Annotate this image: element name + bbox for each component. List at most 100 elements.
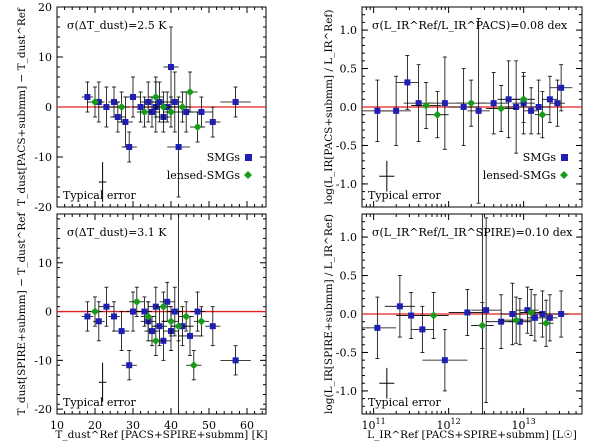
smg-point <box>198 109 205 115</box>
lensed-smg-point <box>132 297 141 306</box>
lensed-smg-point <box>91 98 99 106</box>
smg-point <box>168 64 174 70</box>
panel-bl: -20 -10 0 10 10 20 30 40 50 60 Typical error σ(ΔT_d… <box>16 212 268 441</box>
lensed-smg-point <box>91 307 99 316</box>
smg-point <box>130 308 136 315</box>
x-tick-label: 60 <box>240 419 254 432</box>
smg-point <box>183 109 190 115</box>
lensed-smg-point <box>186 88 194 96</box>
x-tick-label: 20 <box>88 419 102 432</box>
sigma-annotation: σ(ΔT_dust)=2.5 K <box>67 19 167 32</box>
smg-point <box>145 99 152 105</box>
y-tick-label: -20 <box>34 403 52 416</box>
lensed-smg-point <box>140 108 149 116</box>
smg-point <box>441 100 448 107</box>
lensed-smg-point <box>144 312 153 321</box>
lensed-smg-point <box>167 317 175 326</box>
x-tick-label: 10 <box>50 419 64 432</box>
smg-point <box>558 84 565 91</box>
lensed-smg-point <box>167 108 175 116</box>
lensed-smg-point <box>197 317 206 326</box>
smg-point <box>374 324 381 331</box>
lensed-smg-point <box>429 311 438 320</box>
smg-point <box>408 312 415 319</box>
typical-error-label: Typical error <box>63 396 136 409</box>
legend-lensed-label: lensed-SMGs <box>483 169 557 182</box>
legend-lensed-label: lensed-SMGs <box>167 169 241 182</box>
smg-point <box>149 328 155 335</box>
smg-point <box>130 94 136 100</box>
y-axis-label: log(L_IR[PACS+submm] / L_IR^Ref) <box>323 10 335 205</box>
y-tick-label: 10 <box>38 257 52 270</box>
sigma-annotation: σ(L_IR^Ref/L_IR^PACS)=0.08 dex <box>372 19 568 32</box>
panel-tr: -1.0 -0.5 0.0 0.5 1.0 Typical error σ(L_IR^Ref… <box>323 6 583 208</box>
legend-smg-marker <box>245 154 252 161</box>
smg-point <box>513 104 520 110</box>
smg-point <box>475 107 482 114</box>
smg-point <box>393 107 400 114</box>
typical-error-label: Typical error <box>368 189 441 202</box>
y-tick-label: 1.0 <box>340 231 358 244</box>
lensed-smg-point <box>519 95 528 104</box>
lensed-smg-point <box>189 361 198 370</box>
lensed-smg-point <box>497 104 506 113</box>
smg-point <box>505 96 512 103</box>
y-axis-label: T_dust[SPIRE+submm] − T_dust^Ref <box>16 212 28 416</box>
lensed-smg-point <box>182 312 191 321</box>
smg-point <box>209 323 216 330</box>
legend-lensed-marker <box>244 171 252 179</box>
smg-point <box>554 100 561 107</box>
smg-point <box>126 362 133 369</box>
typical-error-label: Typical error <box>368 396 441 409</box>
legend-smgs-label: SMGs <box>207 151 241 164</box>
legend-smg-marker <box>561 154 568 161</box>
lensed-smg-point <box>542 319 551 328</box>
x-tick-label: 50 <box>202 419 216 432</box>
smg-point <box>103 303 110 310</box>
y-tick-label: -1.0 <box>336 178 357 191</box>
lensed-smg-point <box>151 93 160 101</box>
y-tick-label: -0.5 <box>336 139 357 152</box>
y-tick-label: -20 <box>34 201 52 214</box>
smg-point <box>531 314 538 321</box>
y-tick-label: 0.5 <box>340 270 358 283</box>
smg-point <box>84 313 91 320</box>
lensed-smg-point <box>422 101 431 110</box>
smg-point <box>111 313 117 320</box>
smg-point <box>137 104 144 110</box>
smg-point <box>546 96 553 103</box>
x-tick-label: 40 <box>164 419 178 432</box>
smg-point <box>103 104 110 110</box>
lensed-smg-point <box>512 316 521 325</box>
x-axis-label: T_dust^Ref [PACS+SPIRE+submm] [K] <box>55 429 267 441</box>
y-tick-label: 0.0 <box>340 101 358 114</box>
y-tick-label: 0.0 <box>340 308 358 321</box>
lensed-smg-point <box>193 123 202 131</box>
smg-point <box>118 328 125 335</box>
lensed-smg-point <box>151 336 160 345</box>
x-tick-label: 30 <box>126 419 140 432</box>
smg-point <box>546 314 553 321</box>
sigma-annotation: σ(ΔT_dust)=3.1 K <box>67 226 167 239</box>
smg-point <box>126 144 133 150</box>
smg-point <box>171 99 178 105</box>
y-tick-label: 1.0 <box>340 24 358 37</box>
smg-point <box>95 318 102 325</box>
smg-point <box>539 311 546 317</box>
smg-point <box>509 311 516 317</box>
y-tick-label: -1.0 <box>336 385 357 398</box>
smg-point <box>114 114 121 120</box>
lensed-smg-point <box>178 103 187 111</box>
smg-point <box>187 332 193 339</box>
smg-point <box>415 100 422 107</box>
smg-point <box>524 307 531 314</box>
smg-point <box>232 357 239 364</box>
y-tick-label: -0.5 <box>336 346 357 359</box>
smg-point <box>175 144 182 150</box>
lensed-smg-point <box>159 103 168 111</box>
lensed-smg-point <box>538 110 547 119</box>
smg-point <box>141 308 148 315</box>
y-tick-label: -10 <box>34 151 52 164</box>
smg-point <box>528 107 535 114</box>
